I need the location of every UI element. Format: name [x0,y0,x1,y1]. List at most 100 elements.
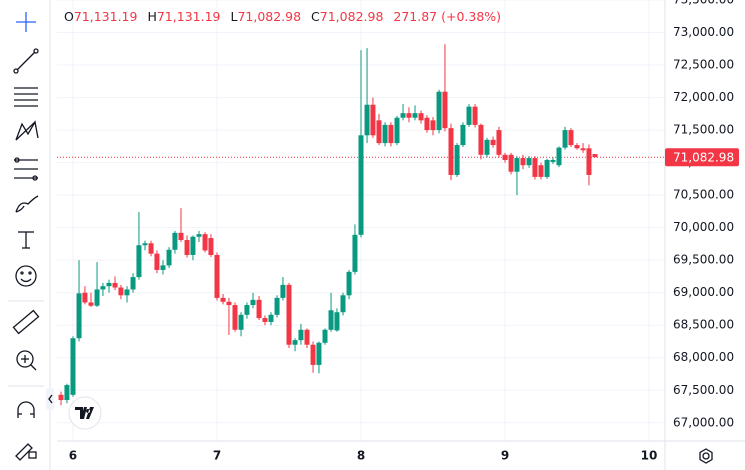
x-tick-label: 8 [357,449,365,463]
candle-body [352,234,358,272]
magnet-tool[interactable] [17,401,35,418]
candle-body [406,113,412,118]
candle-body [334,312,340,331]
candle-body [100,286,106,290]
close-value: 71,082.98 [320,9,384,24]
y-tick-label: 71,500.00 [673,123,734,137]
measure-tool[interactable] [12,309,40,335]
emoji-tool[interactable] [15,265,37,287]
candle-body [298,329,304,341]
high-label: H [147,9,156,24]
candle-body [568,130,574,146]
candle-body [364,104,370,136]
candle-body [340,295,346,313]
brush-tool[interactable] [15,195,39,213]
x-tick-label: 10 [641,449,658,463]
high-value: 71,131.19 [157,9,221,24]
candle-body [106,282,112,287]
candle-body [562,130,568,148]
candle-body [574,145,580,149]
open-label: O [64,9,74,24]
candle-body [490,139,496,146]
y-tick-label: 72,500.00 [673,58,734,72]
low-value: 71,082.98 [237,9,301,24]
candle-body [436,91,442,131]
pattern-tool[interactable] [15,120,39,141]
candle-body [268,314,274,322]
y-tick-label: 67,500.00 [673,383,734,397]
candle-body [358,135,364,235]
candle-body [184,240,190,255]
candle-body [196,234,202,237]
candle-body [532,158,538,177]
candles [58,44,598,406]
change-value: 271.87 (+0.38%) [393,9,501,24]
ohlc-header: O71,131.19 H71,131.19 L71,082.98 C71,082… [64,9,501,24]
candle-body [382,124,388,144]
candle-body [88,302,94,306]
open-value: 71,131.19 [74,9,138,24]
candle-body [64,385,70,401]
candle-body [202,234,208,251]
last-price-label: 71,082.98 [673,151,734,165]
candle-body [478,124,484,155]
trend-line-tool[interactable] [13,48,39,74]
y-tick-label: 70,000.00 [673,220,734,234]
candle-body [310,344,316,365]
prediction-tool[interactable] [14,157,38,181]
candle-body [208,238,214,255]
candle-body [556,147,562,166]
candle-body [70,338,76,395]
candle-body [244,305,250,315]
candle-body [130,277,136,290]
low-label: L [230,9,237,24]
collapse-button[interactable] [46,388,54,410]
candle-body [226,301,232,306]
candle-body [460,124,466,146]
zoom-tool[interactable] [16,350,37,371]
candle-body [262,318,268,322]
candle-body [424,117,430,131]
x-tick-label: 7 [213,449,221,463]
fib-tool[interactable] [14,87,38,107]
text-tool[interactable] [18,231,34,249]
axes: 73,500.00 73,000.00 72,500.00 72,000.00 71,5… [69,0,739,463]
candle-body [370,104,376,136]
candle-body [94,289,100,306]
candle-body [220,297,226,302]
candle-body [148,243,154,254]
lock-draw-tool[interactable] [15,443,37,461]
candle-body [58,394,64,401]
candle-body [232,305,238,330]
candle-body [514,158,520,172]
candle-body [346,271,352,296]
candle-body [172,232,178,250]
candle-body [124,289,130,296]
candle-body [496,130,502,155]
candle-body [544,160,550,177]
candle-body [238,314,244,330]
candle-body [160,265,166,270]
y-tick-label: 73,000.00 [673,25,734,39]
candle-body [178,232,184,241]
candle-body [454,145,460,175]
candle-body [484,139,490,155]
candle-body [82,292,88,303]
candle-body [166,249,172,266]
candle-body [112,282,118,288]
candle-body [508,154,514,172]
y-tick-label: 68,500.00 [673,318,734,332]
crosshair-tool[interactable] [16,12,36,32]
candle-body [520,158,526,166]
candle-body [538,165,544,177]
candle-body [550,160,556,162]
candle-body [76,293,82,339]
candle-body [322,329,328,343]
candle-body [190,236,196,255]
candle-body [274,297,280,315]
candle-body [526,158,532,166]
y-tick-label: 70,500.00 [673,188,734,202]
last-price-box [665,148,739,167]
settings-button[interactable] [699,448,713,464]
